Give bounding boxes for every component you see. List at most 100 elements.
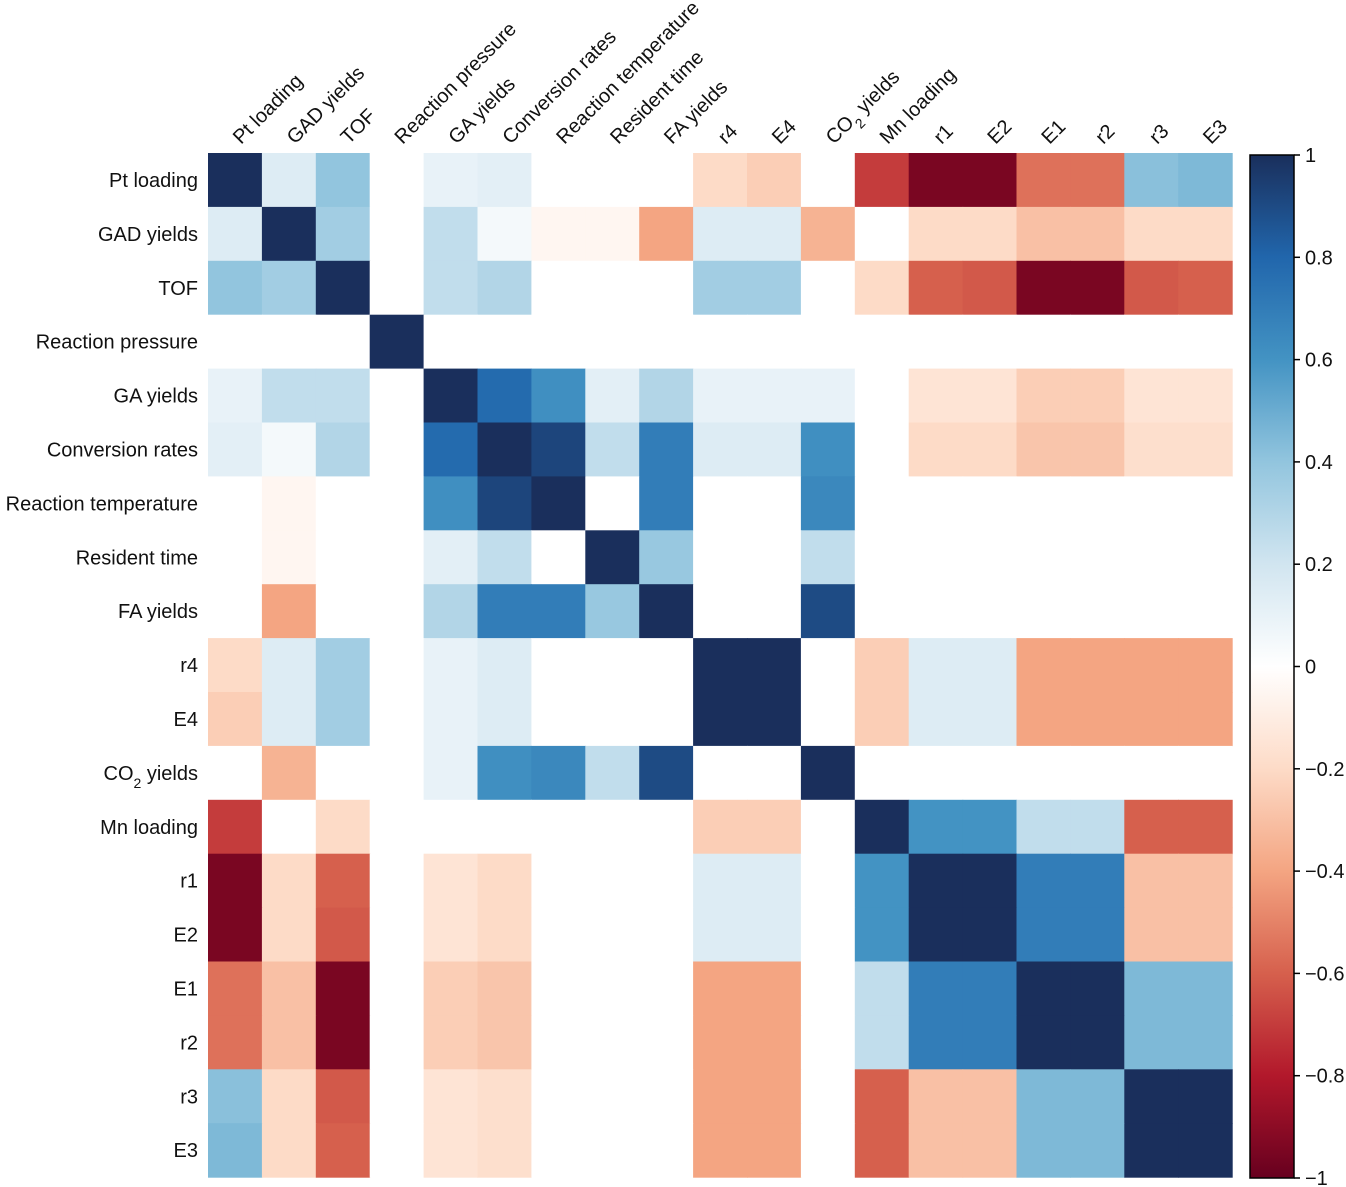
heatmap-cell: [693, 476, 748, 531]
heatmap-cell: [585, 1123, 640, 1178]
heatmap-cell: [423, 692, 479, 747]
heatmap-cell: [962, 692, 1018, 747]
heatmap-cell: [1178, 1069, 1233, 1124]
heatmap-cell: [423, 745, 479, 801]
heatmap-cell: [369, 476, 425, 531]
heatmap-cell: [1124, 422, 1179, 477]
heatmap-cell: [315, 476, 371, 531]
heatmap-cell: [261, 1069, 317, 1124]
heatmap-cell: [1016, 907, 1071, 963]
heatmap-cell: [962, 368, 1018, 424]
y-axis-label: E2: [174, 925, 198, 947]
heatmap-cell: [315, 1069, 371, 1124]
heatmap-cell: [854, 153, 910, 208]
x-axis-label: E2: [984, 116, 1017, 149]
heatmap-cell: [800, 853, 856, 909]
heatmap-cell: [369, 853, 425, 909]
x-axis-label: E4: [768, 116, 801, 149]
heatmap-cell: [261, 314, 317, 370]
heatmap-cell: [962, 1069, 1018, 1124]
heatmap-cell: [531, 476, 586, 531]
heatmap-cell: [908, 799, 964, 855]
heatmap-cell: [369, 368, 425, 424]
heatmap-cell: [639, 153, 694, 208]
colorbar-tick-label: −0.2: [1305, 759, 1344, 781]
y-axis-label: Mn loading: [100, 817, 198, 839]
heatmap-cell: [369, 206, 425, 262]
heatmap-cell: [1016, 153, 1071, 208]
heatmap-cell: [1124, 153, 1179, 208]
heatmap-cell: [639, 1015, 694, 1070]
heatmap-cell: [423, 799, 479, 855]
heatmap-cell: [1016, 961, 1071, 1016]
heatmap-cell: [854, 961, 910, 1016]
heatmap-cell: [1070, 206, 1125, 262]
heatmap-cell: [585, 745, 640, 801]
heatmap-cell: [423, 907, 479, 963]
heatmap-cell: [369, 907, 425, 963]
heatmap-cell: [693, 799, 748, 855]
heatmap-cell: [208, 584, 263, 639]
heatmap-cell: [854, 1015, 910, 1070]
heatmap-cell: [747, 1123, 802, 1178]
heatmap-cell: [962, 853, 1018, 909]
heatmap-cell: [208, 907, 263, 963]
heatmap-cell: [369, 153, 425, 208]
y-axis-label: r1: [180, 871, 198, 893]
x-axis-label: TOF: [337, 105, 381, 149]
heatmap-cell: [315, 799, 371, 855]
heatmap-cell: [208, 314, 263, 370]
heatmap-cell: [1070, 422, 1125, 477]
y-axis-label: r2: [180, 1032, 198, 1054]
heatmap-cell: [854, 368, 910, 424]
heatmap-cell: [747, 153, 802, 208]
heatmap-cell: [908, 476, 964, 531]
heatmap-cell: [1016, 799, 1071, 855]
heatmap-cell: [1016, 745, 1071, 801]
heatmap-cell: [908, 422, 964, 477]
heatmap-cell: [747, 368, 802, 424]
heatmap-cell: [1124, 260, 1179, 316]
heatmap-cell: [477, 368, 532, 424]
heatmap-cell: [1124, 692, 1179, 747]
heatmap-cell: [477, 530, 532, 585]
heatmap-cell: [315, 368, 371, 424]
heatmap-cell: [477, 799, 532, 855]
heatmap-cell: [369, 314, 425, 370]
heatmap-cell: [315, 206, 371, 262]
y-axis-label: Pt loading: [109, 170, 198, 192]
heatmap-cell: [1016, 206, 1071, 262]
heatmap-cell: [261, 853, 317, 909]
heatmap-cell: [1178, 745, 1233, 801]
heatmap-cell: [531, 1069, 586, 1124]
heatmap-cell: [423, 638, 479, 693]
heatmap-cell: [1178, 368, 1233, 424]
heatmap-cell: [477, 476, 532, 531]
heatmap-cell: [854, 1123, 910, 1178]
y-axis-label: Resident time: [76, 547, 198, 569]
heatmap-cell: [962, 422, 1018, 477]
heatmap-cell: [1124, 745, 1179, 801]
heatmap-cell: [747, 745, 802, 801]
heatmap-cell: [800, 907, 856, 963]
heatmap-cell: [531, 692, 586, 747]
heatmap-cell: [585, 584, 640, 639]
heatmap-cell: [1124, 907, 1179, 963]
heatmap-cell: [477, 692, 532, 747]
heatmap-cell: [261, 1015, 317, 1070]
heatmap-cell: [585, 368, 640, 424]
heatmap-cell: [1178, 584, 1233, 639]
heatmap-cell: [315, 1015, 371, 1070]
heatmap-cell: [1070, 153, 1125, 208]
heatmap-cell: [747, 422, 802, 477]
heatmap-cell: [800, 530, 856, 585]
heatmap-cell: [800, 314, 856, 370]
heatmap-cell: [1178, 799, 1233, 855]
heatmap-cell: [962, 1123, 1018, 1178]
heatmap-cell: [1178, 206, 1233, 262]
heatmap-cell: [854, 206, 910, 262]
heatmap-cell: [477, 853, 532, 909]
heatmap-cell: [1070, 1015, 1125, 1070]
heatmap-cell: [1070, 799, 1125, 855]
